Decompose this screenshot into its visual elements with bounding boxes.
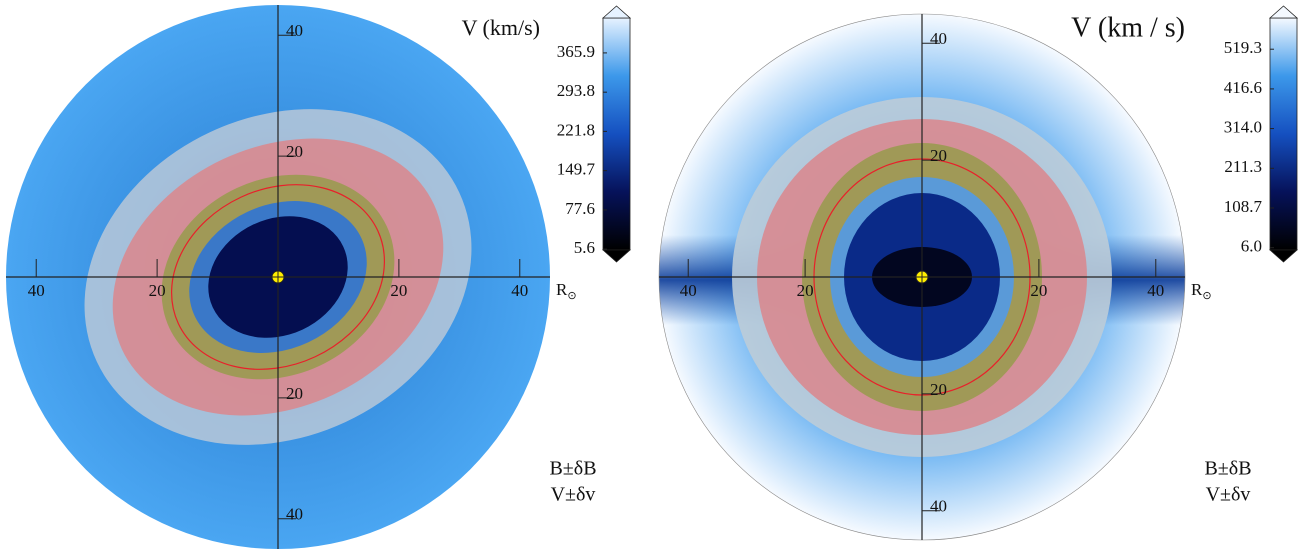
colorbar-tick-label: 314.0 (1224, 117, 1262, 136)
legend-entry: B±δB (549, 458, 596, 480)
colorbar-extend-bottom (601, 249, 632, 263)
map-right (658, 13, 1186, 541)
radial-label-main: R (556, 280, 568, 299)
colorbar-tick-label: 416.6 (1224, 78, 1262, 97)
colorbar-tick-label: 221.8 (557, 120, 595, 139)
chart-title: V (km / s) (1071, 12, 1185, 43)
y-tick-label: 20 (930, 380, 947, 399)
radial-label-sub: ⊙ (567, 290, 576, 302)
colorbar-extend-top (1268, 5, 1299, 19)
y-tick-label: 40 (930, 29, 947, 48)
radial-label: R⊙ (556, 280, 577, 302)
x-tick-label: 20 (390, 281, 407, 300)
y-tick-label: 40 (286, 505, 303, 524)
colorbar-tick-label: 293.8 (557, 81, 595, 100)
colorbar-tick-label: 519.3 (1224, 38, 1262, 57)
colorbar (1269, 17, 1298, 251)
legend-entry: V±δv (1206, 484, 1251, 506)
colorbar-tick-label: 6.0 (1241, 237, 1262, 256)
colorbar-tick-label: 211.3 (1224, 157, 1262, 176)
radial-label-sub: ⊙ (1202, 290, 1211, 302)
colorbar (602, 17, 631, 251)
colorbar-tick-label: 108.7 (1224, 197, 1263, 216)
radial-label: R⊙ (1191, 280, 1212, 302)
y-tick-label: 20 (286, 142, 303, 161)
y-tick-label: 20 (286, 384, 303, 403)
colorbar-tick-label: 365.9 (557, 42, 595, 61)
colorbar-tick-label: 77.6 (565, 199, 595, 218)
y-tick-label: 40 (930, 497, 947, 516)
radial-label-main: R (1191, 280, 1203, 299)
chart-title: V (km/s) (462, 15, 540, 40)
colorbar-tick-label: 149.7 (557, 160, 596, 179)
x-tick-label: 20 (797, 281, 814, 300)
x-tick-label: 20 (149, 281, 166, 300)
x-tick-label: 40 (680, 281, 697, 300)
legend-entry: B±δB (1204, 458, 1251, 480)
x-tick-label: 40 (28, 281, 45, 300)
colorbar-extend-top (601, 5, 632, 19)
x-tick-label: 40 (511, 281, 528, 300)
x-tick-label: 20 (1030, 281, 1047, 300)
legend-entry: V±δv (551, 484, 596, 506)
colorbar-tick-label: 5.6 (574, 238, 595, 257)
colorbar-extend-bottom (1268, 249, 1299, 263)
y-tick-label: 40 (286, 21, 303, 40)
y-tick-label: 20 (930, 146, 947, 165)
x-tick-label: 40 (1147, 281, 1164, 300)
